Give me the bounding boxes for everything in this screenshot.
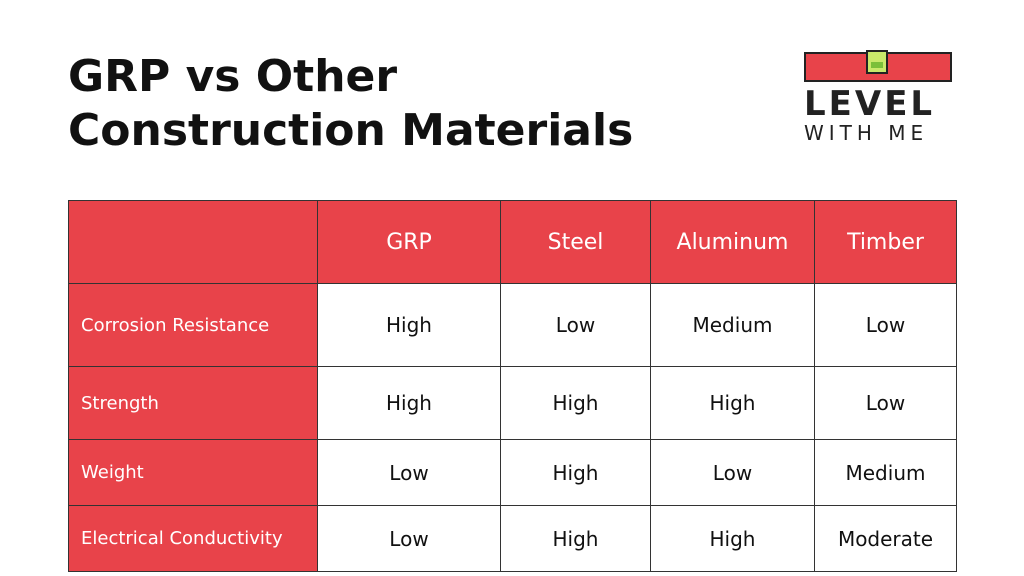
table-cell: Low <box>317 505 501 572</box>
level-with-me-logo: LEVEL WITH ME <box>804 50 956 146</box>
column-header-timber: Timber <box>814 200 957 284</box>
title-line-2: Construction Materials <box>68 105 634 156</box>
table-cell: Medium <box>650 283 815 367</box>
materials-comparison-table: GRP Steel Aluminum Timber Corrosion Resi… <box>68 200 957 572</box>
table-cell: Moderate <box>814 505 957 572</box>
table-cell: High <box>317 366 501 440</box>
table-row: Corrosion Resistance High Low Medium Low <box>68 283 957 367</box>
table-cell: High <box>650 366 815 440</box>
table-cell: Low <box>814 366 957 440</box>
row-header-corrosion-resistance: Corrosion Resistance <box>68 283 318 367</box>
table-row: Weight Low High Low Medium <box>68 439 957 506</box>
row-header-weight: Weight <box>68 439 318 506</box>
logo-word-level: LEVEL <box>804 84 936 124</box>
table-row: Strength High High High Low <box>68 366 957 440</box>
column-header-aluminum: Aluminum <box>650 200 815 284</box>
table-cell: High <box>500 366 651 440</box>
logo-word-with-me: WITH ME <box>804 121 929 145</box>
column-header-steel: Steel <box>500 200 651 284</box>
table-cell: Low <box>650 439 815 506</box>
table-cell: Low <box>500 283 651 367</box>
table-cell: High <box>650 505 815 572</box>
row-header-electrical-conductivity: Electrical Conductivity <box>68 505 318 572</box>
table-row: Electrical Conductivity Low High High Mo… <box>68 505 957 572</box>
column-header-grp: GRP <box>317 200 501 284</box>
table-cell: Medium <box>814 439 957 506</box>
table-header-row: GRP Steel Aluminum Timber <box>68 200 957 284</box>
table-cell: High <box>500 505 651 572</box>
page-title: GRP vs Other Construction Materials <box>68 50 708 158</box>
table-cell: Low <box>317 439 501 506</box>
table-cell: High <box>500 439 651 506</box>
title-line-1: GRP vs Other <box>68 51 398 102</box>
table-cell: High <box>317 283 501 367</box>
row-header-strength: Strength <box>68 366 318 440</box>
table-cell: Low <box>814 283 957 367</box>
table-corner-cell <box>68 200 318 284</box>
level-bubble-icon <box>866 50 888 74</box>
